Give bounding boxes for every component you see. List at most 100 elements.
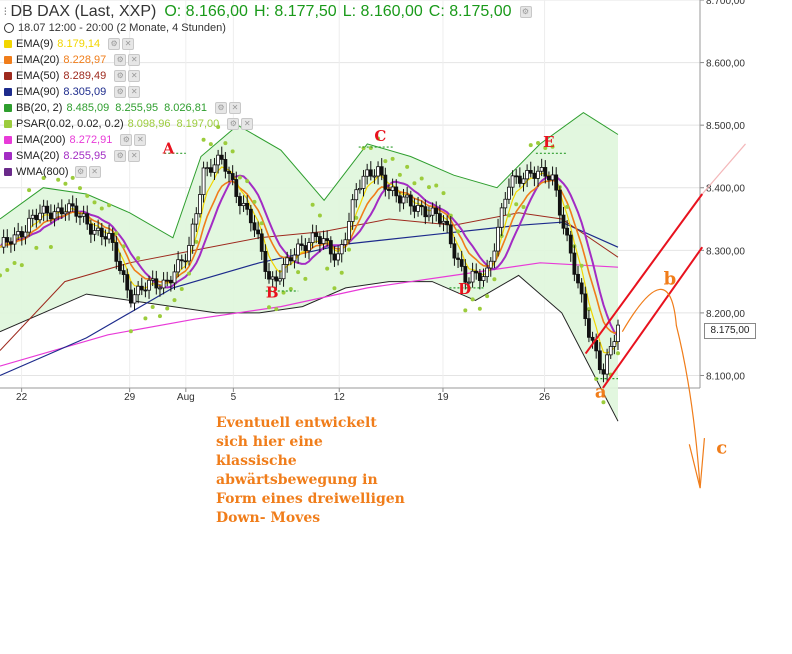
candle-body bbox=[56, 207, 61, 213]
chart-type-icon[interactable]: ⫶ bbox=[4, 6, 7, 18]
candle-body bbox=[179, 259, 184, 262]
note-line: sich hier eine bbox=[216, 434, 323, 450]
psar-dot bbox=[223, 141, 228, 146]
candle-body bbox=[543, 167, 548, 177]
candle-body bbox=[474, 270, 479, 274]
psar-dot bbox=[339, 270, 344, 275]
candle-body bbox=[510, 175, 515, 188]
candle-body bbox=[99, 227, 104, 238]
candle-body bbox=[256, 229, 261, 235]
candle-body bbox=[583, 293, 588, 320]
candle-body bbox=[5, 237, 10, 243]
psar-dot bbox=[565, 204, 570, 209]
candle-body bbox=[456, 257, 460, 260]
indicator-settings-icon[interactable]: ⚙ bbox=[74, 166, 87, 178]
indicator-settings-icon[interactable]: ⚙ bbox=[108, 38, 121, 50]
candle-body bbox=[270, 276, 275, 280]
candle-body bbox=[223, 159, 228, 172]
candle-body bbox=[328, 240, 333, 255]
psar-dot bbox=[390, 156, 395, 161]
candle-body bbox=[1, 237, 6, 248]
candle-body bbox=[459, 259, 464, 267]
candle-body bbox=[216, 154, 221, 166]
candle-body bbox=[114, 242, 119, 262]
candle-body bbox=[154, 278, 159, 289]
indicator-remove-icon[interactable]: ✕ bbox=[128, 86, 141, 98]
indicator-settings-icon[interactable]: ⚙ bbox=[114, 150, 127, 162]
indicator-settings-icon[interactable]: ⚙ bbox=[114, 54, 127, 66]
candle-body bbox=[401, 196, 406, 204]
indicator-settings-icon[interactable]: ⚙ bbox=[114, 86, 127, 98]
psar-dot bbox=[128, 329, 133, 334]
candle-body bbox=[172, 271, 177, 284]
indicator-remove-icon[interactable]: ✕ bbox=[128, 150, 141, 162]
indicator-remove-icon[interactable]: ✕ bbox=[241, 118, 254, 130]
legend-swatch bbox=[4, 168, 12, 176]
note-line: Down- Moves bbox=[216, 510, 321, 526]
psar-dot bbox=[259, 221, 264, 226]
candle-body bbox=[576, 273, 580, 284]
y-tick-label: 8.300,00 bbox=[706, 246, 745, 257]
candle-body bbox=[59, 207, 64, 215]
wave-label-A: A bbox=[162, 139, 175, 157]
candle-body bbox=[147, 279, 151, 291]
candle-body bbox=[230, 173, 235, 180]
candle-body bbox=[150, 278, 155, 281]
indicator-remove-icon[interactable]: ✕ bbox=[128, 54, 141, 66]
psar-dot bbox=[56, 177, 61, 182]
indicator-remove-icon[interactable]: ✕ bbox=[134, 134, 147, 146]
indicator-settings-icon[interactable]: ⚙ bbox=[114, 70, 127, 82]
candle-body bbox=[347, 221, 351, 241]
psar-dot bbox=[165, 306, 170, 311]
legend-row-ema-9: EMA(9) 8.179,14 ⚙ ✕ bbox=[4, 36, 135, 52]
candle-body bbox=[350, 199, 355, 222]
psar-dot bbox=[514, 202, 519, 207]
candle-body bbox=[278, 278, 282, 282]
indicator-settings-icon[interactable]: ⚙ bbox=[227, 118, 240, 130]
candle-body bbox=[70, 203, 75, 207]
indicator-settings-icon[interactable]: ⚙ bbox=[214, 102, 227, 114]
candle-body bbox=[572, 252, 577, 275]
candle-body bbox=[467, 281, 471, 284]
psar-dot bbox=[48, 244, 53, 249]
settings-icon[interactable]: ⚙ bbox=[519, 6, 532, 18]
candle-body bbox=[110, 233, 115, 243]
psar-dot bbox=[441, 191, 446, 196]
psar-dot bbox=[579, 263, 584, 268]
psar-dot bbox=[528, 143, 533, 148]
candle-body bbox=[547, 175, 551, 181]
psar-dot bbox=[412, 181, 417, 186]
psar-dot bbox=[485, 294, 490, 299]
indicator-remove-icon[interactable]: ✕ bbox=[88, 166, 101, 178]
candle-body bbox=[427, 214, 431, 218]
candle-body bbox=[612, 341, 617, 347]
candle-body bbox=[397, 195, 402, 204]
psar-dot bbox=[0, 273, 2, 278]
indicator-settings-icon[interactable]: ⚙ bbox=[120, 134, 133, 146]
candle-body bbox=[168, 279, 173, 284]
candle-body bbox=[78, 215, 82, 218]
candle-body bbox=[103, 236, 108, 240]
candle-body bbox=[357, 187, 362, 191]
psar-dot bbox=[521, 205, 526, 210]
x-tick-label: 29 bbox=[124, 392, 136, 403]
psar-dot bbox=[397, 172, 402, 177]
psar-dot bbox=[303, 276, 308, 281]
candle-body bbox=[27, 217, 31, 233]
legend-name: EMA(200) bbox=[16, 134, 66, 146]
candle-body bbox=[81, 213, 86, 217]
indicator-remove-icon[interactable]: ✕ bbox=[228, 102, 241, 114]
indicator-remove-icon[interactable]: ✕ bbox=[122, 38, 135, 50]
legend-name: EMA(20) bbox=[16, 54, 60, 66]
psar-dot bbox=[586, 307, 591, 312]
psar-dot bbox=[274, 307, 279, 312]
legend-row-wma-800: WMA(800) ⚙ ✕ bbox=[4, 164, 101, 180]
candle-body bbox=[219, 154, 224, 160]
psar-dot bbox=[245, 179, 250, 184]
psar-dot bbox=[317, 213, 322, 218]
low-value: L: 8.160,00 bbox=[342, 3, 423, 20]
projection-arrowhead bbox=[688, 438, 706, 489]
indicator-remove-icon[interactable]: ✕ bbox=[128, 70, 141, 82]
candle-body bbox=[448, 224, 453, 245]
sma20-line bbox=[0, 174, 619, 337]
